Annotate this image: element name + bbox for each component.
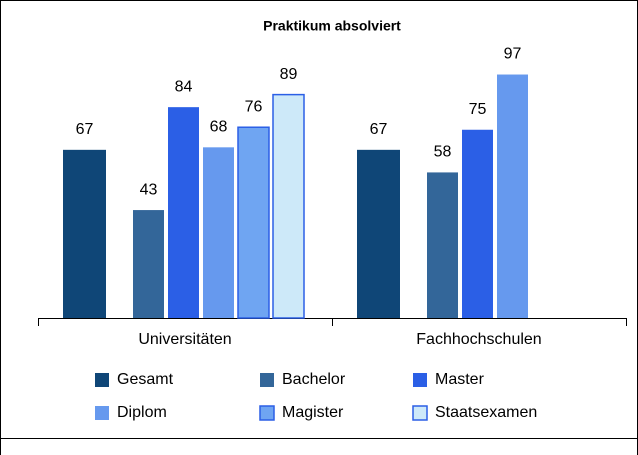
legend-swatch <box>259 405 275 421</box>
bar <box>63 149 106 318</box>
bar <box>357 149 400 318</box>
value-label: 67 <box>370 121 388 138</box>
x-tick-label: Universitäten <box>138 331 231 348</box>
bar <box>427 172 458 318</box>
legend-label: Bachelor <box>282 371 346 388</box>
bar <box>272 93 305 319</box>
legend-swatch <box>95 406 109 420</box>
value-label: 76 <box>245 98 263 115</box>
value-label: 89 <box>280 66 298 83</box>
legend-swatch <box>260 373 274 387</box>
legend-swatch <box>413 373 427 387</box>
value-label: 97 <box>504 46 522 63</box>
x-tick-label: Fachhochschulen <box>416 331 541 348</box>
value-label: 84 <box>175 78 193 95</box>
legend-label: Master <box>435 371 485 388</box>
bar <box>168 107 199 318</box>
legend-swatch <box>412 405 428 421</box>
legend-label: Diplom <box>117 404 167 421</box>
bar <box>133 210 164 318</box>
bar <box>497 74 528 318</box>
value-label: 43 <box>140 181 158 198</box>
bar <box>462 129 493 318</box>
legend-label: Magister <box>282 404 344 421</box>
value-label: 67 <box>76 121 94 138</box>
chart-title: Praktikum absolviert <box>263 18 401 34</box>
bar <box>203 147 234 318</box>
value-label: 58 <box>434 144 452 161</box>
bar <box>237 126 270 319</box>
legend-label: Staatsexamen <box>435 404 537 421</box>
legend-swatch <box>95 373 109 387</box>
value-label: 75 <box>469 101 487 118</box>
legend-label: Gesamt <box>117 371 174 388</box>
value-label: 68 <box>210 119 228 136</box>
